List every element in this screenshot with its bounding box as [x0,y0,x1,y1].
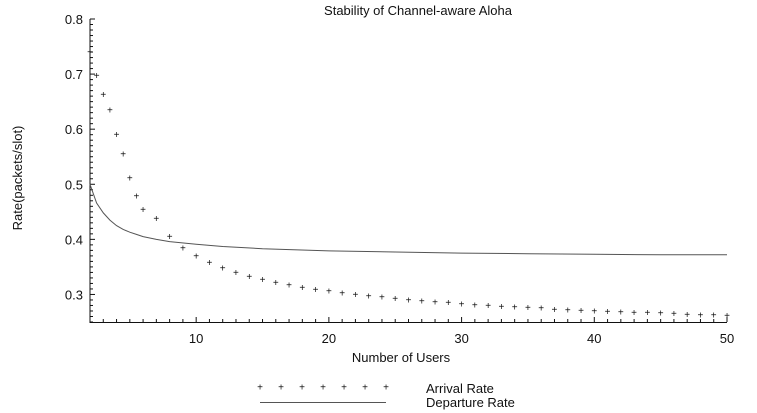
legend-swatch-arrival-rate: + + + + + + + [257,383,389,394]
point-arrival-rate: + [565,305,571,316]
point-arrival-rate: + [498,302,504,313]
x-tick-label: 10 [189,331,203,346]
point-arrival-rate: + [525,303,531,314]
y-tick-label: 0.7 [65,67,83,82]
point-arrival-rate: + [472,300,478,311]
point-arrival-rate: + [698,310,704,321]
point-arrival-rate: + [392,294,398,305]
x-tick-label: 50 [720,331,734,346]
point-arrival-rate: + [246,272,252,283]
legend-marker-arrival-rate: + [383,383,389,394]
legend: + + + + + + + Arrival Rate Departure Rate [257,381,515,410]
legend-marker-arrival-rate: + [320,383,326,394]
point-arrival-rate: + [419,297,425,308]
point-arrival-rate: + [140,205,146,216]
legend-item-arrival-rate: + + + + + + + Arrival Rate [257,381,494,396]
point-arrival-rate: + [591,306,597,317]
point-arrival-rate: + [406,295,412,306]
y-tick-label: 0.5 [65,177,83,192]
point-arrival-rate: + [605,307,611,318]
point-arrival-rate: + [286,281,292,292]
point-arrival-rate: + [578,306,584,317]
series-layer: + + + + + + + + + + + + + + + + + + + + + + + + + + + + + + + + + + + + + + + +… [87,48,730,322]
point-arrival-rate: + [260,275,266,286]
legend-item-departure-rate: Departure Rate [260,395,515,410]
point-arrival-rate: + [432,298,438,309]
legend-label-arrival-rate: Arrival Rate [426,381,494,396]
point-arrival-rate: + [153,214,159,225]
legend-marker-arrival-rate: + [299,383,305,394]
point-arrival-rate: + [352,290,358,301]
point-arrival-rate: + [366,292,372,303]
legend-marker-arrival-rate: + [278,383,284,394]
point-arrival-rate: + [193,251,199,262]
point-arrival-rate: + [313,285,319,296]
point-arrival-rate: + [94,71,100,82]
point-arrival-rate: + [552,305,558,316]
point-arrival-rate: + [180,244,186,255]
point-arrival-rate: + [711,310,717,321]
point-arrival-rate: + [114,130,120,141]
point-arrival-rate: + [339,288,345,299]
legend-label-departure-rate: Departure Rate [426,395,515,410]
point-arrival-rate: + [299,283,305,294]
point-arrival-rate: + [644,308,650,319]
x-axis-label: Number of Users [352,350,451,365]
y-tick-label: 0.4 [65,232,83,247]
point-arrival-rate: + [512,303,518,314]
y-tick-label: 0.8 [65,12,83,27]
point-arrival-rate: + [671,309,677,320]
point-arrival-rate: + [618,308,624,319]
series-arrival-rate: + + + + + + + + + + + + + + + + + + + + + + + + + + + + + + + + + + + + + + + +… [87,48,730,322]
y-tick-label: 0.6 [65,122,83,137]
point-arrival-rate: + [87,48,93,59]
point-arrival-rate: + [134,191,140,202]
point-arrival-rate: + [684,310,690,321]
point-arrival-rate: + [127,174,133,185]
y-axis-label: Rate(packets/slot) [10,126,25,231]
point-arrival-rate: + [207,258,213,269]
point-arrival-rate: + [100,90,106,101]
point-arrival-rate: + [658,309,664,320]
axes: 0.3 0.4 0.5 0.6 0.7 0.8 10 20 30 40 50 [65,12,734,346]
series-line-departure-rate [89,184,727,256]
legend-marker-arrival-rate: + [362,383,368,394]
y-tick-label: 0.3 [65,287,83,302]
chart-title: Stability of Channel-aware Aloha [324,3,513,18]
point-arrival-rate: + [485,301,491,312]
point-arrival-rate: + [120,149,126,160]
point-arrival-rate: + [724,311,730,322]
x-tick-label: 40 [587,331,601,346]
point-arrival-rate: + [631,308,637,319]
legend-marker-arrival-rate: + [257,383,263,394]
point-arrival-rate: + [220,264,226,275]
point-arrival-rate: + [538,304,544,315]
x-tick-label: 20 [322,331,336,346]
point-arrival-rate: + [167,232,173,243]
legend-marker-arrival-rate: + [341,383,347,394]
point-arrival-rate: + [273,278,279,289]
point-arrival-rate: + [233,268,239,279]
point-arrival-rate: + [459,299,465,310]
point-arrival-rate: + [379,293,385,304]
point-arrival-rate: + [445,298,451,309]
x-tick-label: 30 [454,331,468,346]
point-arrival-rate: + [326,287,332,298]
point-arrival-rate: + [107,105,113,116]
